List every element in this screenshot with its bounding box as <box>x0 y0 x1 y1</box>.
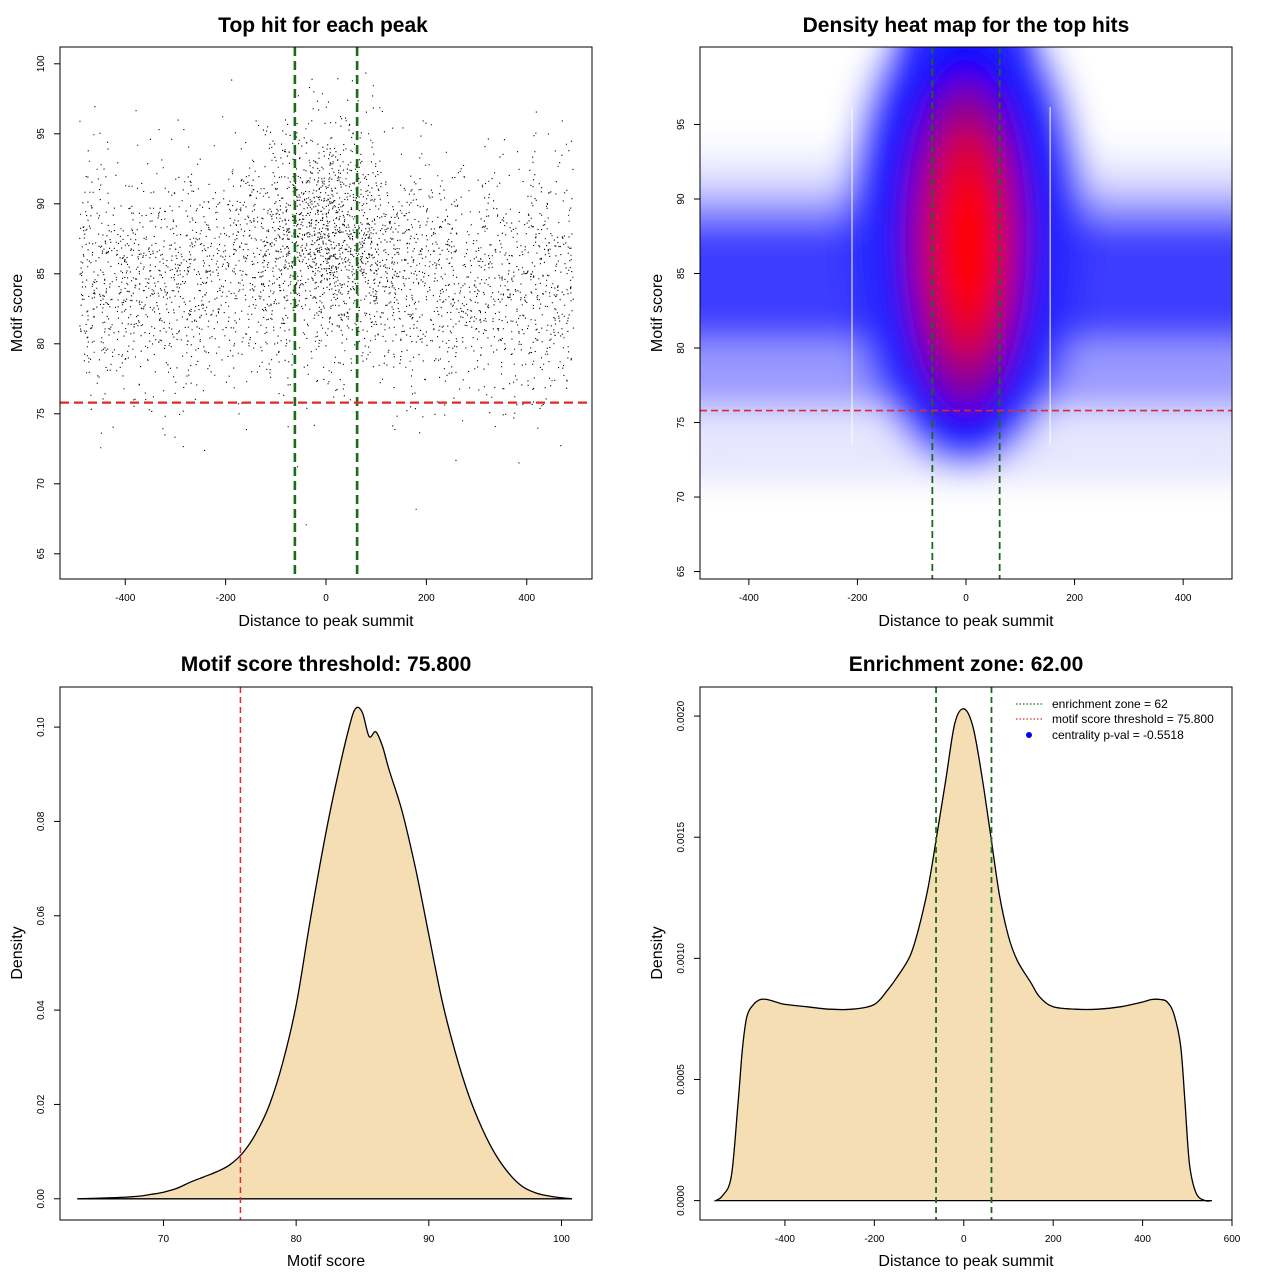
heatmap-y-axis: 65 70 75 80 85 90 95 <box>676 118 700 577</box>
x-tick-label: 400 <box>518 593 535 604</box>
y-tick-label: 0.0000 <box>676 1185 687 1216</box>
score-density-x-axis: 70 80 90 100 <box>158 1219 570 1245</box>
x-tick-label: 100 <box>553 1234 570 1245</box>
y-tick-label: 0.04 <box>36 1000 47 1020</box>
y-tick-label: 0.0010 <box>676 943 687 974</box>
legend-item-centrality: centrality p-val = -0.5518 <box>1026 728 1184 742</box>
y-tick-label: 100 <box>36 55 47 72</box>
score-density-title: Motif score threshold: 75.800 <box>181 653 472 676</box>
x-tick-label: 90 <box>423 1234 435 1245</box>
y-tick-label: 0.0015 <box>676 821 687 852</box>
y-tick-label: 90 <box>36 198 47 210</box>
distance-density-title: Enrichment zone: 62.00 <box>849 653 1084 676</box>
distance-density-reference-lines <box>935 687 993 1220</box>
scatter-title: Top hit for each peak <box>218 14 428 37</box>
legend-item-enrichment-zone: enrichment zone = 62 <box>1016 697 1168 711</box>
y-tick-label: 85 <box>36 268 47 280</box>
y-tick-label: 0.06 <box>36 906 47 926</box>
y-tick-label: 0.0005 <box>676 1064 687 1095</box>
x-tick-label: 80 <box>291 1234 303 1245</box>
legend-label-threshold: motif score threshold = 75.800 <box>1052 712 1214 726</box>
scatter-x-axis: -400 -200 0 200 400 <box>115 578 536 604</box>
distance-density-y-axis: 0.0000 0.0005 0.0010 0.0015 0.0020 <box>676 700 700 1216</box>
legend: enrichment zone = 62 motif score thresho… <box>1016 697 1214 742</box>
scatter-x-label: Distance to peak summit <box>238 613 414 630</box>
scatter-reference-lines <box>60 47 592 579</box>
y-tick-label: 0.0020 <box>676 700 687 731</box>
x-tick-label: 600 <box>1224 1234 1241 1245</box>
distance-density-area <box>713 708 1212 1202</box>
heatmap-x-label: Distance to peak summit <box>878 613 1054 630</box>
x-tick-label: 400 <box>1134 1234 1151 1245</box>
heatmap-x-axis: -400 -200 0 200 400 <box>739 578 1192 604</box>
distance-density-x-axis: -400 -200 0 200 400 600 <box>775 1219 1241 1245</box>
distance-density-x-label: Distance to peak summit <box>878 1253 1054 1270</box>
x-tick-label: 0 <box>323 593 329 604</box>
x-tick-label: 70 <box>158 1234 170 1245</box>
y-tick-label: 65 <box>676 566 687 578</box>
score-density-y-label: Density <box>9 926 26 979</box>
scatter-y-axis: 65 70 75 80 85 90 95 100 <box>36 55 60 559</box>
y-tick-label: 70 <box>676 491 687 503</box>
y-tick-label: 75 <box>676 417 687 429</box>
x-tick-label: 200 <box>418 593 435 604</box>
distance-density-plot-area <box>713 687 1212 1220</box>
y-tick-label: 75 <box>36 408 47 420</box>
heatmap-title: Density heat map for the top hits <box>803 14 1130 37</box>
y-tick-label: 0.00 <box>36 1189 47 1209</box>
x-tick-label: -400 <box>115 593 135 604</box>
heatmap-plot-area <box>700 47 1232 579</box>
y-tick-label: 0.02 <box>36 1094 47 1114</box>
x-tick-label: -200 <box>847 593 867 604</box>
y-tick-label: 85 <box>676 268 687 280</box>
scatter-y-label: Motif score <box>9 274 26 352</box>
x-tick-label: -400 <box>775 1234 795 1245</box>
x-tick-label: 0 <box>961 1234 967 1245</box>
x-tick-label: 200 <box>1066 593 1083 604</box>
y-tick-label: 95 <box>36 128 47 140</box>
x-tick-label: -200 <box>216 593 236 604</box>
y-tick-label: 90 <box>676 193 687 205</box>
score-density-y-axis: 0.00 0.02 0.04 0.06 0.08 0.10 <box>36 717 60 1209</box>
distance-density-y-label: Density <box>649 926 666 979</box>
scatter-plot-area <box>60 47 592 579</box>
x-tick-label: 200 <box>1045 1234 1062 1245</box>
y-tick-label: 65 <box>36 548 47 560</box>
y-tick-label: 70 <box>36 478 47 490</box>
y-tick-label: 80 <box>676 342 687 354</box>
heatmap-panel: Density heat map for the top hits -400 -2… <box>649 14 1233 630</box>
y-tick-label: 80 <box>36 338 47 350</box>
legend-item-threshold: motif score threshold = 75.800 <box>1016 712 1214 726</box>
scatter-panel: Top hit for each peak -400 -200 0 200 400 65… <box>9 14 593 630</box>
heat-peak-core <box>942 172 995 322</box>
heatmap-density <box>700 47 1232 579</box>
score-density-area <box>77 706 573 1200</box>
y-tick-label: 0.08 <box>36 811 47 831</box>
legend-point-icon <box>1026 732 1032 738</box>
legend-label-centrality: centrality p-val = -0.5518 <box>1052 728 1184 742</box>
score-density-x-label: Motif score <box>287 1253 365 1270</box>
x-tick-label: -200 <box>864 1234 884 1245</box>
heatmap-y-label: Motif score <box>649 274 666 352</box>
y-tick-label: 0.10 <box>36 717 47 737</box>
score-density-panel: Motif score threshold: 75.800 70 80 90 100 … <box>9 653 593 1270</box>
x-tick-label: 400 <box>1175 593 1192 604</box>
x-tick-label: 0 <box>963 593 969 604</box>
distance-density-panel: Enrichment zone: 62.00 -400 -200 0 200 400 60… <box>649 653 1241 1270</box>
legend-label-enrichment-zone: enrichment zone = 62 <box>1052 697 1168 711</box>
score-density-plot-area <box>77 687 573 1220</box>
y-tick-label: 95 <box>676 118 687 130</box>
x-tick-label: -400 <box>739 593 759 604</box>
heatmap-reference-lines <box>700 47 1232 579</box>
